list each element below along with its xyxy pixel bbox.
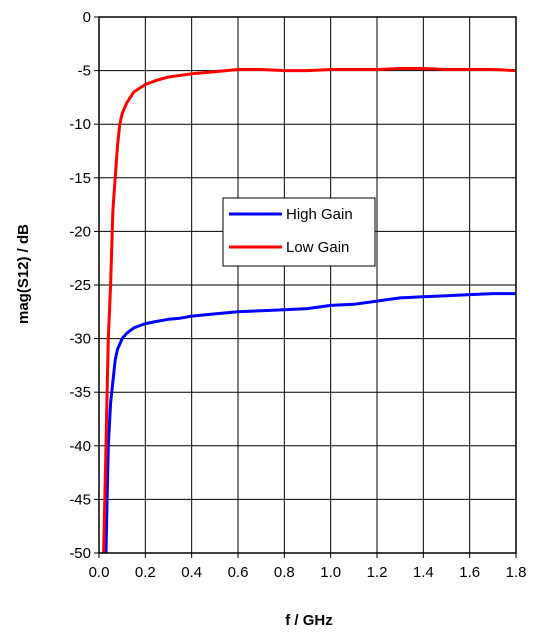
x-tick-label: 1.6 — [459, 564, 480, 581]
series-line-low-gain — [102, 67, 517, 554]
x-tick-label: 0.4 — [181, 564, 202, 581]
y-tick-label: -25 — [69, 277, 91, 294]
y-tick-label: -20 — [69, 223, 91, 240]
y-tick-label: -10 — [69, 116, 91, 133]
x-axis-ticks: 0.0 0.2 0.4 0.6 0.8 1.0 1.2 1.4 1.6 1.8 — [89, 553, 527, 581]
y-tick-label: -35 — [69, 384, 91, 401]
y-tick-label: -15 — [69, 170, 91, 187]
legend: High Gain Low Gain — [222, 197, 376, 267]
y-tick-label: -50 — [69, 545, 91, 562]
y-tick-label: -30 — [69, 331, 91, 348]
y-axis-ticks: 0 -5 -10 -15 -20 -25 -30 -35 -40 -45 -50 — [69, 9, 99, 562]
y-tick-label: 0 — [83, 9, 91, 26]
series-lines — [102, 67, 517, 554]
x-tick-label: 0.6 — [228, 564, 249, 581]
legend-label-high-gain: High Gain — [286, 206, 353, 223]
x-tick-label: 1.2 — [367, 564, 388, 581]
legend-box — [222, 197, 376, 267]
x-axis-title: f / GHz — [285, 612, 333, 629]
y-axis-title: mag(S12) / dB — [15, 224, 32, 324]
x-tick-label: 1.8 — [506, 564, 527, 581]
y-tick-label: -40 — [69, 438, 91, 455]
x-tick-label: 0.2 — [135, 564, 156, 581]
x-tick-label: 0.0 — [89, 564, 110, 581]
y-tick-label: -5 — [78, 63, 91, 80]
legend-label-low-gain: Low Gain — [286, 239, 349, 256]
series-line-high-gain — [104, 292, 516, 554]
x-tick-label: 1.0 — [320, 564, 341, 581]
y-tick-label: -45 — [69, 491, 91, 508]
x-tick-label: 1.4 — [413, 564, 434, 581]
x-tick-label: 0.8 — [274, 564, 295, 581]
